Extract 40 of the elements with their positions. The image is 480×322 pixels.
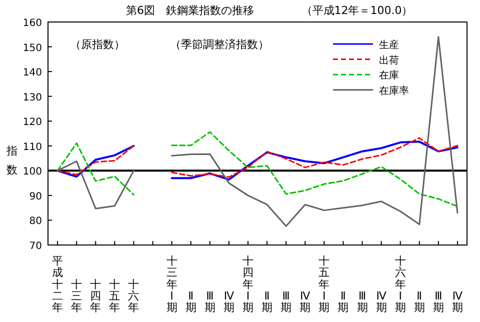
y-tick-label: 130	[22, 92, 42, 104]
x-tick-label: Ⅱ期	[338, 289, 349, 314]
x-tick-label: Ⅳ期	[223, 289, 235, 314]
y-tick-label: 90	[29, 191, 42, 202]
x-tick-label: Ⅱ期	[414, 289, 425, 314]
x-tick-label: Ⅳ期	[452, 289, 464, 314]
legend-label: 生産	[379, 39, 399, 51]
x-tick-label: 十四年	[90, 278, 102, 314]
y-tick-label: 110	[22, 142, 42, 153]
y-tick-label: 140	[22, 68, 42, 79]
x-tick-label: Ⅲ期	[204, 289, 216, 314]
y-tick-label: 150	[22, 42, 42, 54]
x-tick-label: Ⅲ期	[280, 289, 292, 314]
legend-label: 在庫率	[379, 84, 409, 97]
y-tick-label: 70	[29, 241, 42, 252]
y-tick-label: 80	[29, 216, 42, 228]
legend-label: 出荷	[379, 54, 399, 66]
chart-title: 第6図 鉄鋼業指数の推移	[126, 4, 254, 17]
x-tick-label: Ⅳ期	[300, 289, 312, 314]
y-tick-label: 120	[22, 117, 42, 128]
x-tick-label: 十六年Ⅰ期	[394, 254, 406, 314]
x-tick-label: 平成十二年	[52, 254, 64, 314]
x-tick-label: 十三年Ⅰ期	[166, 254, 178, 314]
y-tick-label: 100	[22, 166, 42, 178]
x-tick-label: Ⅱ期	[262, 289, 273, 314]
annotation: （原指数）	[70, 38, 125, 51]
x-tick-label: Ⅲ期	[432, 289, 444, 314]
x-tick-label: 十六年	[128, 278, 140, 314]
chart-subtitle: （平成12年＝100.0）	[301, 4, 413, 17]
x-tick-label: 十五年Ⅰ期	[318, 254, 330, 314]
y-tick-label: 160	[22, 18, 42, 29]
x-tick-label: 十四年Ⅰ期	[242, 254, 254, 314]
x-tick-label: 十五年	[109, 278, 120, 314]
x-tick-label: Ⅱ期	[185, 289, 196, 314]
legend-label: 在庫	[379, 70, 399, 82]
y-axis-title: 指数	[6, 144, 18, 176]
x-tick-label: Ⅲ期	[356, 289, 368, 314]
x-tick-label: 十三年	[71, 278, 82, 314]
annotation: （季節調整済指数）	[170, 38, 269, 51]
x-tick-label: Ⅳ期	[376, 289, 388, 314]
